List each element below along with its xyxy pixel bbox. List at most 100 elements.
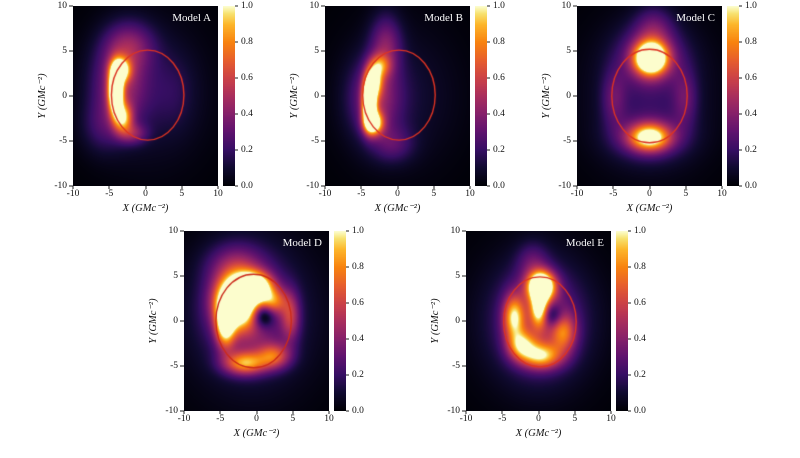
tick-label: 0.6 <box>241 73 253 83</box>
model-label: Model B <box>424 12 463 24</box>
tick-mark <box>610 411 612 414</box>
y-axis-label-wrap: Y (GMc⁻²) <box>539 6 553 186</box>
panel-model-c: Y (GMc⁻²) 10 5 0 -5 -10 Model C -10 -5 0 5 10 X … <box>539 1 765 217</box>
tick-mark <box>433 186 435 189</box>
tick-label: 10 <box>561 1 572 11</box>
tick-mark <box>739 185 742 187</box>
tick-label: 0.8 <box>634 262 646 272</box>
tick-mark <box>462 230 466 232</box>
tick-label: 5 <box>572 414 578 424</box>
tick-label: 0.2 <box>241 145 253 155</box>
tick-label: 10 <box>168 226 179 236</box>
y-axis-label: Y (GMc⁻²) <box>430 298 441 344</box>
tick-label: 0.4 <box>634 334 646 344</box>
tick-mark <box>628 230 631 232</box>
tick-mark <box>69 5 73 7</box>
tick-mark <box>465 411 467 414</box>
tick-label: 5 <box>431 189 437 199</box>
tick-label: 10 <box>309 1 320 11</box>
tick-mark <box>573 50 577 52</box>
tick-label: 0.6 <box>745 73 757 83</box>
tick-mark <box>487 77 490 79</box>
tick-mark <box>108 186 110 189</box>
tick-mark <box>346 410 349 412</box>
tick-label: 0.2 <box>634 370 646 380</box>
tick-mark <box>721 186 723 189</box>
tick-label: 1.0 <box>745 1 757 11</box>
tick-label: 10 <box>213 189 223 199</box>
colorbar <box>616 231 628 411</box>
tick-label: 0.2 <box>493 145 505 155</box>
tick-label: 0.0 <box>493 181 505 191</box>
tick-mark <box>180 320 184 322</box>
y-axis-label: Y (GMc⁻²) <box>37 73 48 119</box>
x-tick-labels: -10 -5 0 5 10 <box>319 186 475 201</box>
tick-mark <box>576 186 578 189</box>
tick-label: 0.8 <box>745 37 757 47</box>
tick-label: 0.8 <box>493 37 505 47</box>
heatmap-canvas <box>466 231 611 411</box>
y-tick-labels: 10 5 0 -5 -10 <box>301 1 325 191</box>
tick-label: 0.6 <box>493 73 505 83</box>
tick-mark <box>183 411 185 414</box>
tick-mark <box>739 113 742 115</box>
tick-mark <box>501 411 503 414</box>
tick-label: 0 <box>173 316 178 326</box>
heatmap-plot: Model C <box>577 6 722 186</box>
tick-mark <box>462 410 466 412</box>
tick-mark <box>360 186 362 189</box>
y-axis-label: Y (GMc⁻²) <box>541 73 552 119</box>
tick-label: 0 <box>395 189 400 199</box>
tick-mark <box>739 149 742 151</box>
tick-mark <box>739 5 742 7</box>
x-axis-label: X (GMc⁻²) <box>626 203 673 214</box>
tick-label: -10 <box>558 181 571 191</box>
y-axis-label-wrap: Y (GMc⁻²) <box>287 6 301 186</box>
tick-mark <box>346 230 349 232</box>
tick-label: 0.6 <box>352 298 364 308</box>
tick-mark <box>219 411 221 414</box>
tick-mark <box>328 411 330 414</box>
tick-label: 0.8 <box>352 262 364 272</box>
tick-label: -5 <box>216 414 225 424</box>
tick-mark <box>685 186 687 189</box>
tick-label: 5 <box>179 189 185 199</box>
colorbar-tick-labels: 1.0 0.8 0.6 0.4 0.2 0.0 <box>346 226 372 416</box>
tick-label: -5 <box>563 136 571 146</box>
colorbar <box>334 231 346 411</box>
tick-mark <box>235 5 238 7</box>
tick-mark <box>69 140 73 142</box>
y-tick-labels: 10 5 0 -5 -10 <box>160 226 184 416</box>
tick-label: 1.0 <box>352 226 364 236</box>
tick-mark <box>217 186 219 189</box>
figure-row-bottom: Y (GMc⁻²) 10 5 0 -5 -10 Model D -10 -5 0 5 10 X … <box>146 226 654 442</box>
tick-mark <box>346 266 349 268</box>
tick-label: -10 <box>318 189 332 199</box>
tick-label: -5 <box>357 189 366 199</box>
y-axis-label: Y (GMc⁻²) <box>289 73 300 119</box>
tick-label: 5 <box>173 271 178 281</box>
tick-mark <box>628 266 631 268</box>
tick-mark <box>628 338 631 340</box>
tick-label: 0 <box>254 414 259 424</box>
tick-label: 0.0 <box>745 181 757 191</box>
tick-mark <box>69 50 73 52</box>
tick-label: 0.2 <box>745 145 757 155</box>
tick-mark <box>487 5 490 7</box>
tick-label: -10 <box>459 414 473 424</box>
tick-mark <box>538 411 539 414</box>
colorbar <box>223 6 235 186</box>
tick-label: -5 <box>170 361 178 371</box>
tick-label: -10 <box>177 414 191 424</box>
tick-label: -5 <box>311 136 319 146</box>
model-label: Model D <box>282 237 322 249</box>
tick-label: -10 <box>66 189 80 199</box>
tick-label: 0 <box>536 414 541 424</box>
x-axis-label: X (GMc⁻²) <box>122 203 169 214</box>
tick-label: -10 <box>54 181 67 191</box>
x-axis-label: X (GMc⁻²) <box>233 428 280 439</box>
tick-mark <box>612 186 614 189</box>
tick-label: -10 <box>165 406 178 416</box>
tick-mark <box>462 275 466 277</box>
